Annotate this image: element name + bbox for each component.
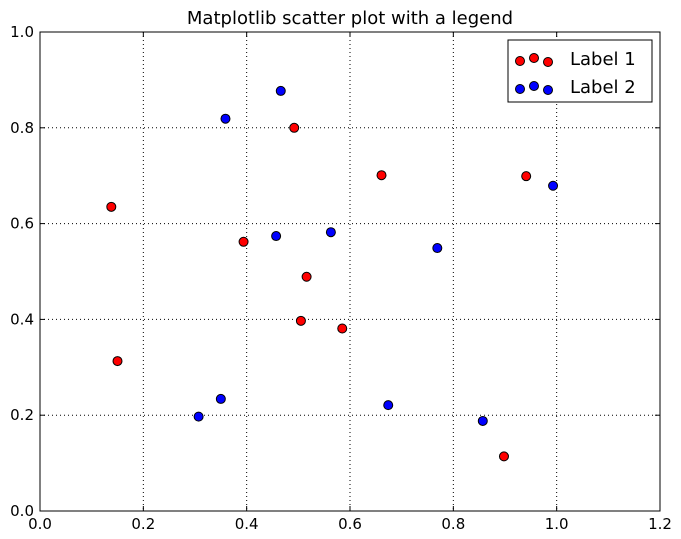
data-point — [106, 201, 117, 212]
x-tick-label: 0.0 — [28, 515, 52, 533]
data-point — [271, 231, 282, 242]
data-point — [498, 451, 509, 462]
data-points — [106, 85, 559, 462]
data-point — [301, 271, 312, 282]
x-tick-label: 1.0 — [545, 515, 569, 533]
data-point — [295, 315, 306, 326]
series-2 — [193, 85, 559, 426]
data-point — [220, 113, 231, 124]
legend-box — [507, 39, 653, 103]
x-tick-label: 0.8 — [441, 515, 465, 533]
legend-marker — [515, 84, 525, 94]
legend-marker — [515, 56, 525, 66]
data-point — [432, 243, 443, 254]
data-point — [337, 323, 348, 334]
x-tick-label: 1.2 — [648, 515, 672, 533]
data-point — [325, 227, 336, 238]
x-tick-label: 0.6 — [338, 515, 362, 533]
data-point — [477, 415, 488, 426]
legend-marker — [543, 85, 553, 95]
data-point — [275, 85, 286, 96]
x-tick-label: 0.4 — [235, 515, 259, 533]
chart-title: Matplotlib scatter plot with a legend — [187, 8, 513, 29]
grid-lines — [40, 32, 660, 511]
data-point — [238, 236, 249, 247]
series-1 — [106, 122, 532, 462]
y-tick-label: 1.0 — [10, 23, 34, 41]
data-point — [383, 400, 394, 411]
data-point — [521, 171, 532, 182]
legend-label: Label 1 — [570, 49, 636, 70]
y-tick-label: 0.0 — [10, 502, 34, 520]
legend-marker — [543, 57, 553, 67]
x-tick-label: 0.2 — [131, 515, 155, 533]
data-point — [112, 356, 123, 367]
y-tick-label: 0.4 — [10, 310, 34, 328]
data-point — [193, 411, 204, 422]
legend-marker — [529, 81, 539, 91]
data-point — [215, 393, 226, 404]
axis-ticks: 0.0 0.2 0.4 0.6 0.8 1.0 1.2 0.0 0.2 0.4 0.6 0.8 1.0 — [10, 23, 672, 533]
legend-label: Label 2 — [570, 77, 636, 98]
data-point — [289, 122, 300, 133]
y-tick-label: 0.6 — [10, 215, 34, 233]
y-tick-label: 0.2 — [10, 406, 34, 424]
data-point — [548, 180, 559, 191]
y-tick-label: 0.8 — [10, 119, 34, 137]
plot-frame — [39, 31, 661, 512]
data-point — [376, 170, 387, 181]
legend: Label 1 Label 2 — [507, 39, 653, 103]
legend-marker — [529, 53, 539, 63]
